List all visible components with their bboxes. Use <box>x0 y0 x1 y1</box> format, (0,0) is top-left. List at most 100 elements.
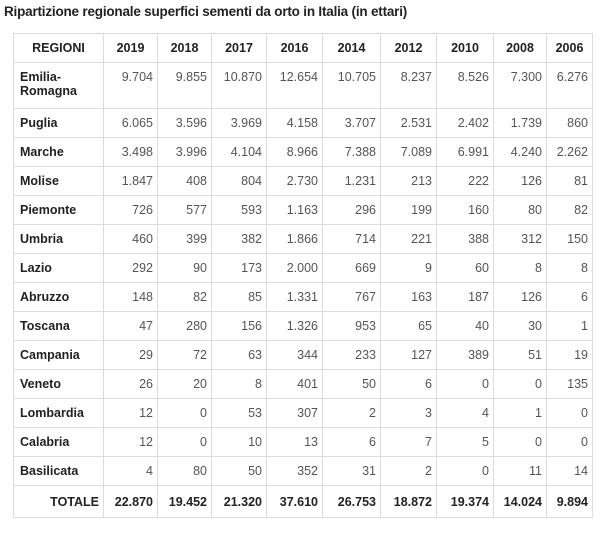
cell-value: 30 <box>493 311 547 341</box>
cell-value: 1 <box>546 311 593 341</box>
cell-value: 163 <box>380 282 437 312</box>
cell-value: 10.705 <box>322 62 381 109</box>
cell-value: 5 <box>436 427 494 457</box>
cell-value: 14.024 <box>493 485 547 518</box>
cell-value: 408 <box>157 166 212 196</box>
cell-value: 8 <box>211 369 267 399</box>
table-row: Lombardia 12 0 53 307 2 3 4 1 0 <box>13 398 593 428</box>
cell-value: 389 <box>436 340 494 370</box>
cell-value: 9.894 <box>546 485 593 518</box>
cell-value: 14 <box>546 456 593 486</box>
cell-value: 187 <box>436 282 494 312</box>
region-name: Puglia <box>13 108 104 138</box>
cell-value: 399 <box>157 224 212 254</box>
cell-value: 1.739 <box>493 108 547 138</box>
cell-value: 953 <box>322 311 381 341</box>
cell-value: 4.158 <box>266 108 323 138</box>
cell-value: 9.704 <box>103 62 158 109</box>
region-name: Piemonte <box>13 195 104 225</box>
table-row: Basilicata 4 80 50 352 31 2 0 11 14 <box>13 456 593 486</box>
cell-value: 60 <box>436 253 494 283</box>
cell-value: 3 <box>380 398 437 428</box>
cell-value: 6.276 <box>546 62 593 109</box>
cell-value: 726 <box>103 195 158 225</box>
cell-value: 81 <box>546 166 593 196</box>
cell-value: 593 <box>211 195 267 225</box>
cell-value: 8.966 <box>266 137 323 167</box>
cell-value: 296 <box>322 195 381 225</box>
cell-value: 3.969 <box>211 108 267 138</box>
cell-value: 7.300 <box>493 62 547 109</box>
cell-value: 388 <box>436 224 494 254</box>
cell-value: 127 <box>380 340 437 370</box>
cell-value: 2.262 <box>546 137 593 167</box>
table-row: Piemonte 726 577 593 1.163 296 199 160 80 82 <box>13 195 593 225</box>
cell-value: 13 <box>266 427 323 457</box>
cell-value: 6 <box>546 282 593 312</box>
cell-value: 7 <box>380 427 437 457</box>
cell-value: 4 <box>436 398 494 428</box>
cell-value: 150 <box>546 224 593 254</box>
cell-value: 50 <box>211 456 267 486</box>
region-name: Calabria <box>13 427 104 457</box>
column-header-2010: 2010 <box>436 33 494 63</box>
region-name: Marche <box>13 137 104 167</box>
cell-value: 767 <box>322 282 381 312</box>
cell-value: 19 <box>546 340 593 370</box>
cell-value: 8 <box>493 253 547 283</box>
header-row: REGIONI 2019 2018 2017 2016 2014 2012 2010 2008 2… <box>13 33 593 63</box>
cell-value: 0 <box>493 427 547 457</box>
cell-value: 82 <box>546 195 593 225</box>
cell-value: 12 <box>103 398 158 428</box>
cell-value: 6 <box>322 427 381 457</box>
table-row: Umbria 460 399 382 1.866 714 221 388 312 150 <box>13 224 593 254</box>
cell-value: 19.374 <box>436 485 494 518</box>
cell-value: 4.104 <box>211 137 267 167</box>
cell-value: 148 <box>103 282 158 312</box>
cell-value: 221 <box>380 224 437 254</box>
total-row: TOTALE 22.870 19.452 21.320 37.610 26.753 18.8… <box>13 485 593 518</box>
cell-value: 222 <box>436 166 494 196</box>
cell-value: 31 <box>322 456 381 486</box>
cell-value: 804 <box>211 166 267 196</box>
table-row: Abruzzo 148 82 85 1.331 767 163 187 126 6 <box>13 282 593 312</box>
cell-value: 2.730 <box>266 166 323 196</box>
cell-value: 9 <box>380 253 437 283</box>
cell-value: 4 <box>103 456 158 486</box>
cell-value: 7.089 <box>380 137 437 167</box>
column-header-2012: 2012 <box>380 33 437 63</box>
cell-value: 126 <box>493 166 547 196</box>
cell-value: 1 <box>493 398 547 428</box>
cell-value: 0 <box>546 427 593 457</box>
cell-value: 82 <box>157 282 212 312</box>
cell-value: 10.870 <box>211 62 267 109</box>
cell-value: 11 <box>493 456 547 486</box>
region-name: Lombardia <box>13 398 104 428</box>
table-row: Calabria 12 0 10 13 6 7 5 0 0 <box>13 427 593 457</box>
cell-value: 160 <box>436 195 494 225</box>
table-row: Campania 29 72 63 344 233 127 389 51 19 <box>13 340 593 370</box>
cell-value: 85 <box>211 282 267 312</box>
cell-value: 9.855 <box>157 62 212 109</box>
cell-value: 352 <box>266 456 323 486</box>
table-title: Ripartizione regionale superfici sementi… <box>4 4 408 19</box>
cell-value: 47 <box>103 311 158 341</box>
cell-value: 18.872 <box>380 485 437 518</box>
column-header-2019: 2019 <box>103 33 158 63</box>
cell-value: 6 <box>380 369 437 399</box>
cell-value: 344 <box>266 340 323 370</box>
cell-value: 8 <box>546 253 593 283</box>
column-header-2014: 2014 <box>322 33 381 63</box>
cell-value: 280 <box>157 311 212 341</box>
cell-value: 40 <box>436 311 494 341</box>
cell-value: 8.526 <box>436 62 494 109</box>
cell-value: 6.065 <box>103 108 158 138</box>
column-header-2008: 2008 <box>493 33 547 63</box>
cell-value: 37.610 <box>266 485 323 518</box>
cell-value: 53 <box>211 398 267 428</box>
column-header-2018: 2018 <box>157 33 212 63</box>
cell-value: 1.866 <box>266 224 323 254</box>
table-row: Molise 1.847 408 804 2.730 1.231 213 222 126 81 <box>13 166 593 196</box>
cell-value: 2.531 <box>380 108 437 138</box>
cell-value: 199 <box>380 195 437 225</box>
